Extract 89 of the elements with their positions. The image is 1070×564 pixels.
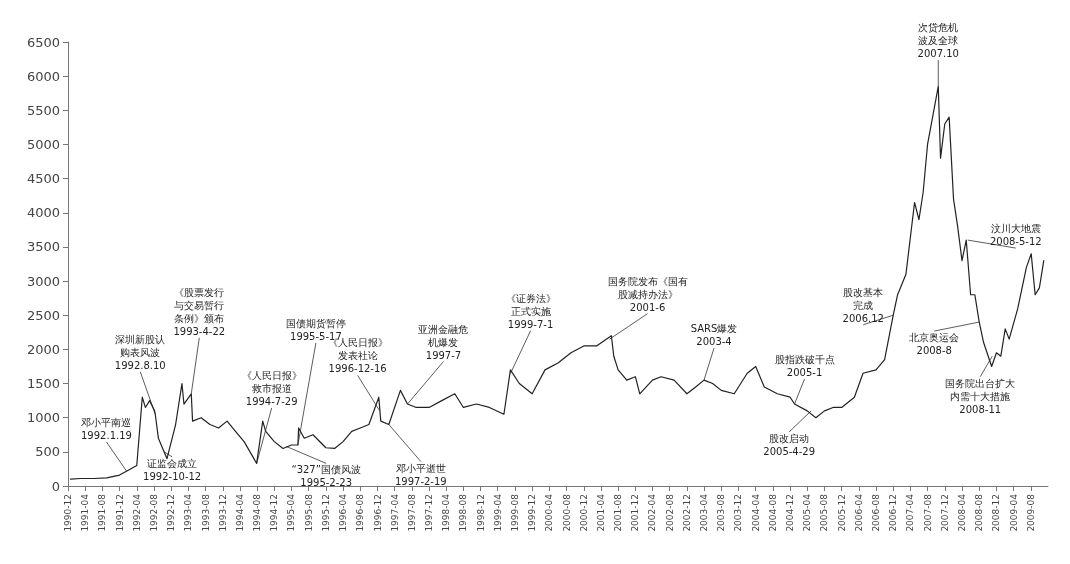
x-tick-label: 1996-04 <box>338 493 349 532</box>
y-tick-label: 1000 <box>26 410 60 426</box>
annotation: 《证券法》正式实施 1999-7-1 <box>505 292 556 330</box>
x-tick-label: 1998-08 <box>458 493 469 532</box>
x-tick-label: 1994-08 <box>252 493 263 532</box>
x-tick-label: 1991-08 <box>97 493 108 532</box>
annotation: 邓小平逝世 1997-2-19 <box>394 462 447 487</box>
y-tick-label: 6500 <box>26 34 60 50</box>
x-tick-label: 1993-04 <box>183 493 194 532</box>
x-tick-label: 2003-08 <box>716 493 727 532</box>
x-tick-label: 1990-12 <box>63 494 73 532</box>
y-tick-label: 4500 <box>26 171 60 187</box>
annotation: 国务院出台扩大内需十大措施 2008-11 <box>945 377 1016 415</box>
y-tick-label: 500 <box>35 444 60 460</box>
x-tick-label: 2005-12 <box>836 494 847 532</box>
x-tick-label: 2006-12 <box>888 494 899 532</box>
x-tick-label: 1994-12 <box>269 494 280 532</box>
annotation: 《人民日报》救市报道 1994-7-29 <box>241 369 302 407</box>
x-tick-label: 1997-04 <box>389 493 400 532</box>
x-tick-label: 1998-12 <box>475 494 486 532</box>
x-tick-label: 1994-04 <box>234 493 245 532</box>
annotation: 亚洲金融危机爆发 1997-7 <box>418 323 469 361</box>
annotation: 股指跌破千点 2005-1 <box>774 354 835 379</box>
y-tick-label: 6000 <box>26 68 60 84</box>
x-tick-label: 1996-08 <box>355 493 366 532</box>
y-tick-label: 3000 <box>26 273 60 289</box>
x-tick-label: 1999-08 <box>509 493 520 532</box>
annotation: 证监会成立 1992-10-12 <box>143 457 202 482</box>
x-tick-label: 1999-12 <box>527 494 538 532</box>
x-tick-label: 2006-08 <box>871 493 882 532</box>
x-tick-label: 2007-08 <box>922 493 933 532</box>
x-tick-label: 2008-04 <box>957 493 967 532</box>
x-tick-label: 1996-12 <box>372 494 383 532</box>
x-tick-label: 1993-12 <box>217 494 228 532</box>
x-tick-label: 2002-12 <box>681 494 692 532</box>
x-tick-label: 1992-08 <box>149 493 159 532</box>
annotation: 次贷危机波及全球 2007.10 <box>917 21 959 59</box>
x-tick-label: 2001-08 <box>613 493 624 532</box>
annotation: 北京奥运会 2008-8 <box>909 332 960 357</box>
annotation: “327”国债风波 1995-2-23 <box>291 464 361 489</box>
x-tick-label: 2007-04 <box>905 493 916 532</box>
x-tick-label: 2006-04 <box>853 493 864 532</box>
x-tick-label: 1991-04 <box>80 493 91 532</box>
x-tick-label: 1993-08 <box>200 493 211 532</box>
y-tick-label: 0 <box>51 478 60 494</box>
annotation: 深圳新股认购表风波 1992.8.10 <box>114 333 166 371</box>
x-tick-label: 2004-04 <box>750 493 761 532</box>
x-tick-label: 2000-04 <box>544 493 555 532</box>
y-tick-label: 3500 <box>26 239 60 255</box>
x-tick-label: 2005-08 <box>819 493 830 532</box>
x-tick-label: 2005-04 <box>802 493 813 532</box>
x-tick-label: 2004-08 <box>767 493 778 532</box>
y-tick-label: 5500 <box>26 102 60 118</box>
x-tick-label: 1992-04 <box>131 493 142 532</box>
x-tick-label: 2008-12 <box>991 494 1002 532</box>
x-tick-label: 2000-08 <box>561 493 572 532</box>
annotation: 邓小平南巡 1992.1.19 <box>81 416 132 441</box>
x-tick-label: 1995-04 <box>286 493 297 532</box>
x-tick-label: 2002-04 <box>647 493 658 532</box>
annotation: 股改启动 2005-4-29 <box>763 432 816 457</box>
y-tick-label: 2500 <box>26 307 60 323</box>
x-tick-label: 2002-08 <box>664 493 675 532</box>
y-tick-label: 1500 <box>26 376 60 392</box>
x-tick-label: 2004-12 <box>785 494 796 532</box>
x-tick-label: 1995-08 <box>303 493 314 532</box>
y-tick-label: 4000 <box>26 205 60 221</box>
x-tick-label: 2001-12 <box>630 494 641 532</box>
x-tick-label: 1999-04 <box>492 493 503 532</box>
x-tick-label: 2003-12 <box>733 494 744 532</box>
x-tick-label: 2000-12 <box>578 494 589 532</box>
x-tick-label: 2007-12 <box>939 494 950 532</box>
y-tick-label: 2000 <box>26 341 60 357</box>
x-tick-label: 1992-12 <box>166 494 177 532</box>
x-tick-label: 1995-12 <box>320 494 331 532</box>
annotation: 股改基本完成 2006.12 <box>842 286 884 324</box>
annotation: 《股票发行与交易暂行条例》颁布 1993-4-22 <box>173 286 226 337</box>
x-tick-label: 2009-08 <box>1025 493 1036 532</box>
x-tick-label: 2009-04 <box>1008 493 1019 532</box>
x-tick-label: 2001-04 <box>595 493 606 532</box>
x-tick-label: 1997-12 <box>424 494 435 532</box>
x-tick-label: 2008-08 <box>974 493 985 532</box>
x-tick-label: 2003-04 <box>699 493 710 532</box>
annotation: 国务院发布《国有股减持办法》 2001-6 <box>607 275 688 313</box>
y-tick-label: 5000 <box>26 136 60 152</box>
annotation: SARS爆发 2003-4 <box>690 323 738 348</box>
x-tick-label: 1991-12 <box>114 494 125 532</box>
x-tick-label: 1997-08 <box>406 493 417 532</box>
annotation: 汶川大地震 2008-5-12 <box>989 223 1042 248</box>
x-tick-label: 1998-04 <box>441 493 452 532</box>
